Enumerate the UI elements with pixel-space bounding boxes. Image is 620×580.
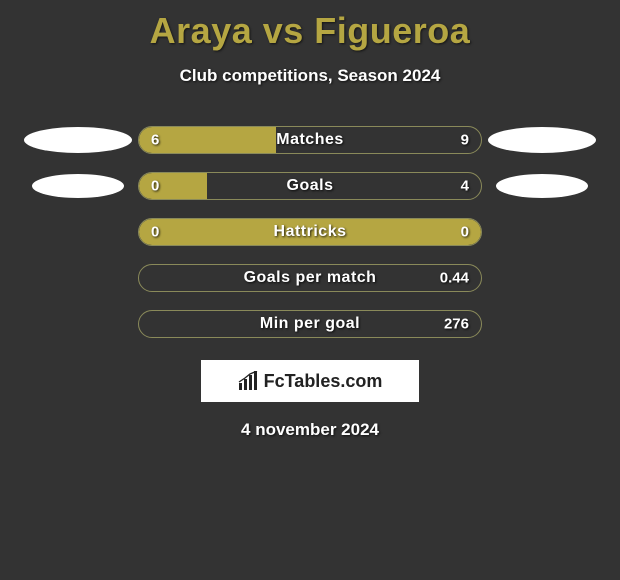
stat-bar: Min per goal 276 bbox=[138, 310, 482, 338]
stat-row: 0 Goals 4 bbox=[0, 172, 620, 200]
bar-chart-icon bbox=[238, 371, 260, 391]
bar-fill bbox=[139, 127, 276, 153]
page-title: Araya vs Figueroa bbox=[0, 0, 620, 52]
stat-rows: 6 Matches 9 0 Goals 4 0 Hattricks 0 Goals per mat… bbox=[0, 126, 620, 338]
stat-value-right: 4 bbox=[461, 178, 469, 195]
stat-value-left: 6 bbox=[151, 132, 159, 149]
stat-row: Goals per match 0.44 bbox=[0, 264, 620, 292]
ellipse-slot-right bbox=[482, 174, 602, 198]
stat-value-right: 0 bbox=[461, 224, 469, 241]
stat-bar: Goals per match 0.44 bbox=[138, 264, 482, 292]
brand-box: FcTables.com bbox=[201, 360, 419, 402]
brand-text: FcTables.com bbox=[264, 371, 383, 392]
player-ellipse-left bbox=[32, 174, 124, 198]
stat-label: Min per goal bbox=[260, 315, 360, 333]
stat-row: Min per goal 276 bbox=[0, 310, 620, 338]
stat-row: 0 Hattricks 0 bbox=[0, 218, 620, 246]
stat-bar: 0 Goals 4 bbox=[138, 172, 482, 200]
stat-label: Goals bbox=[287, 177, 334, 195]
stat-label: Matches bbox=[276, 131, 344, 149]
stat-value-left: 0 bbox=[151, 224, 159, 241]
stat-row: 6 Matches 9 bbox=[0, 126, 620, 154]
date-line: 4 november 2024 bbox=[0, 420, 620, 440]
stat-label: Hattricks bbox=[274, 223, 347, 241]
player-ellipse-right bbox=[488, 127, 596, 153]
stat-bar: 0 Hattricks 0 bbox=[138, 218, 482, 246]
bar-fill bbox=[139, 173, 207, 199]
subtitle: Club competitions, Season 2024 bbox=[0, 66, 620, 86]
player-ellipse-left bbox=[24, 127, 132, 153]
ellipse-slot-right bbox=[482, 127, 602, 153]
ellipse-slot-left bbox=[18, 174, 138, 198]
stat-bar: 6 Matches 9 bbox=[138, 126, 482, 154]
stat-value-right: 276 bbox=[444, 316, 469, 333]
stat-value-right: 9 bbox=[461, 132, 469, 149]
stat-value-right: 0.44 bbox=[440, 270, 469, 287]
stat-value-left: 0 bbox=[151, 178, 159, 195]
player-ellipse-right bbox=[496, 174, 588, 198]
ellipse-slot-left bbox=[18, 127, 138, 153]
stat-label: Goals per match bbox=[244, 269, 377, 287]
